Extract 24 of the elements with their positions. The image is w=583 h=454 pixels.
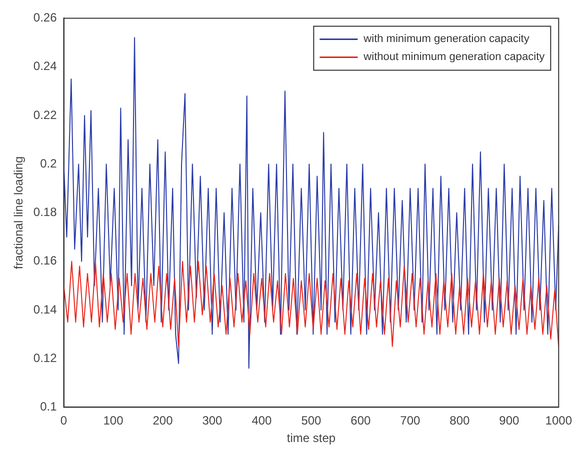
y-tick-label: 0.24 — [33, 59, 58, 74]
x-axis-title: time step — [286, 431, 336, 446]
y-tick-label: 0.26 — [33, 10, 58, 25]
legend-label: without minimum generation capacity — [362, 51, 546, 64]
x-tick-label: 300 — [202, 414, 223, 428]
y-tick-label: 0.18 — [33, 205, 58, 220]
x-tick-label: 100 — [103, 414, 124, 428]
x-tick-label: 700 — [400, 414, 421, 428]
x-tick-label: 1000 — [545, 414, 572, 428]
x-tick-label: 600 — [350, 414, 372, 428]
y-tick-label: 0.22 — [33, 108, 58, 122]
y-tick-label: 0.14 — [33, 302, 58, 316]
legend-label: with minimum generation capacity — [362, 33, 530, 46]
x-tick-label: 0 — [60, 414, 68, 428]
x-tick-label: 200 — [152, 414, 174, 428]
x-tick-label: 900 — [499, 414, 520, 428]
x-tick-label: 500 — [301, 414, 322, 428]
y-tick-label: 0.2 — [40, 156, 58, 170]
y-tick-label: 0.1 — [40, 400, 58, 414]
y-axis-title: fractional line loading — [12, 156, 26, 270]
y-tick-label: 0.16 — [33, 254, 58, 268]
x-tick-label: 800 — [450, 414, 470, 428]
y-tick-label: 0.12 — [33, 350, 58, 365]
x-tick-label: 400 — [252, 414, 272, 428]
